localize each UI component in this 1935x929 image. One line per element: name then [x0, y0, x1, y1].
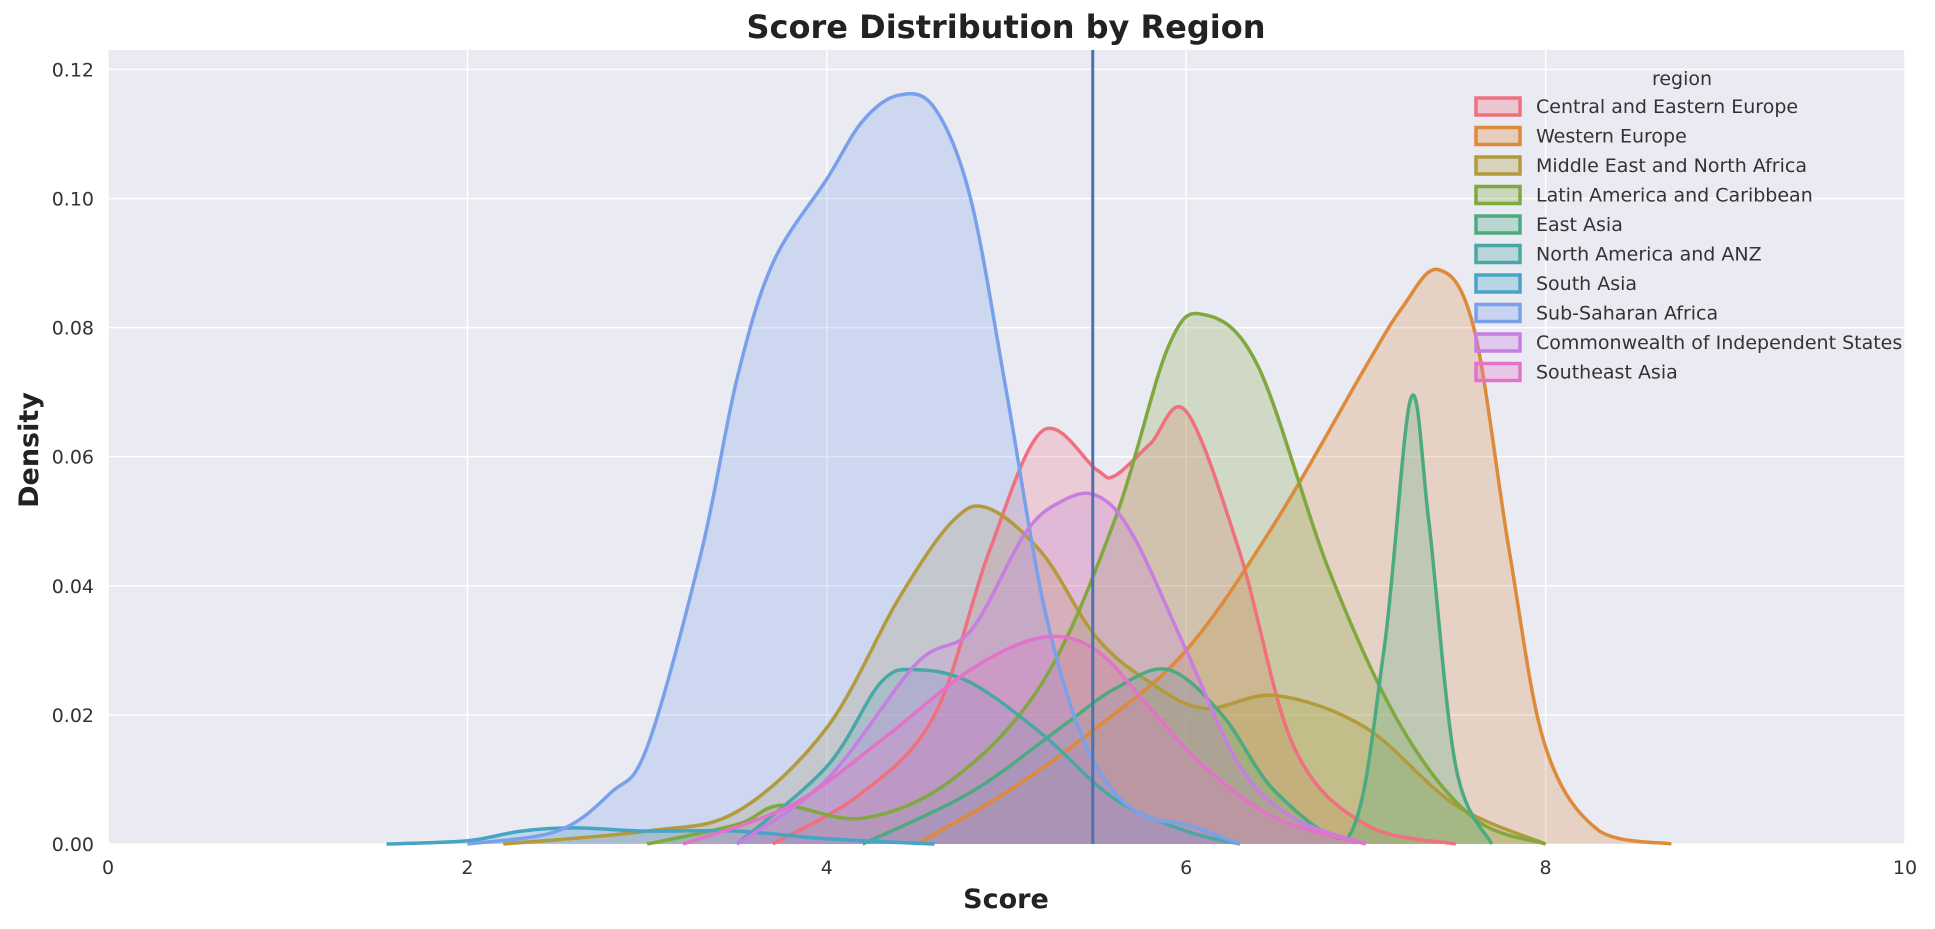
legend-label: Latin America and Caribbean [1536, 185, 1813, 207]
legend-item-central-and-eastern-europe: Central and Eastern Europe [1474, 96, 1798, 118]
legend-swatch [1474, 125, 1522, 147]
legend-item-north-america-and-anz: North America and ANZ [1474, 243, 1762, 266]
density-line-sub-saharan-africa [467, 92, 1241, 846]
legend-item-east-asia: East Asia [1474, 214, 1623, 236]
density-area-east-asia [862, 395, 1492, 844]
density-line-central-and-eastern-europe [772, 405, 1457, 846]
legend-title: region [1652, 68, 1712, 90]
density-area-central-and-eastern-europe [772, 406, 1456, 844]
y-tick-label: 0.08 [52, 318, 94, 340]
density-line-middle-east-and-north-africa [503, 504, 1547, 846]
density-area-sub-saharan-africa [467, 93, 1241, 844]
legend-item-commonwealth-of-independent-states: Commonwealth of Independent States [1474, 332, 1902, 354]
legend-item-southeast-asia: Southeast Asia [1474, 361, 1678, 384]
legend-label: Western Europe [1536, 126, 1687, 148]
x-tick-label: 8 [1540, 857, 1552, 879]
y-tick-label: 0.04 [52, 576, 94, 598]
x-axis-label: Score [963, 884, 1049, 915]
legend: region Central and Eastern Europe Western… [1474, 68, 1902, 384]
x-tick-label: 2 [461, 857, 473, 879]
y-tick-label: 0.10 [52, 188, 94, 210]
legend-swatch [1474, 273, 1522, 294]
legend-swatch [1474, 96, 1522, 117]
legend-item-latin-america-and-caribbean: Latin America and Caribbean [1474, 184, 1813, 207]
density-area-latin-america-and-caribbean [647, 313, 1546, 845]
legend-swatch [1474, 155, 1522, 176]
density-lines [386, 92, 1672, 846]
density-fills [386, 93, 1672, 845]
legend-label: North America and ANZ [1536, 244, 1762, 266]
density-line-western-europe [915, 267, 1672, 846]
grid-lines [107, 50, 1906, 845]
legend-label: Sub-Saharan Africa [1536, 303, 1718, 325]
legend-label: South Asia [1536, 273, 1637, 295]
legend-item-middle-east-and-north-africa: Middle East and North Africa [1474, 155, 1807, 177]
density-area-southeast-asia [683, 636, 1366, 844]
legend-label: Middle East and North Africa [1536, 155, 1807, 177]
legend-swatch [1474, 184, 1522, 206]
legend-label: Southeast Asia [1536, 362, 1678, 384]
legend-swatch [1474, 361, 1522, 383]
legend-swatch [1474, 214, 1522, 235]
legend-swatch [1474, 302, 1522, 324]
x-tick-label: 6 [1180, 857, 1192, 879]
y-axis-label: Density [14, 392, 45, 508]
legend-swatch [1474, 243, 1522, 265]
legend-item-south-asia: South Asia [1474, 273, 1637, 295]
density-area-middle-east-and-north-africa [503, 505, 1546, 844]
legend-label: Commonwealth of Independent States [1536, 332, 1902, 354]
x-tick-label: 10 [1893, 857, 1917, 879]
y-tick-label: 0.06 [52, 447, 94, 469]
legend-swatch [1474, 332, 1522, 353]
legend-item-western-europe: Western Europe [1474, 125, 1687, 148]
plot-area [108, 50, 1905, 844]
legend-label: East Asia [1536, 214, 1623, 236]
density-line-south-asia [386, 826, 935, 846]
y-tick-label: 0.02 [52, 705, 94, 727]
x-tick-label: 4 [821, 857, 833, 879]
y-tick-label: 0.00 [52, 834, 94, 856]
legend-item-sub-saharan-africa: Sub-Saharan Africa [1474, 302, 1718, 325]
density-line-latin-america-and-caribbean [646, 311, 1547, 846]
legend-label: Central and Eastern Europe [1536, 96, 1798, 118]
density-area-western-europe [916, 269, 1672, 844]
density-line-southeast-asia [682, 634, 1367, 846]
chart-title: Score Distribution by Region [747, 8, 1266, 46]
density-line-commonwealth-of-independent-states [735, 491, 1367, 846]
axis-ticks: 0 2 4 6 8 10 0.00 0.02 0.04 0.06 0.08 0.10 0.12 [52, 59, 1917, 879]
y-tick-label: 0.12 [52, 59, 94, 81]
x-tick-label: 0 [102, 857, 114, 879]
